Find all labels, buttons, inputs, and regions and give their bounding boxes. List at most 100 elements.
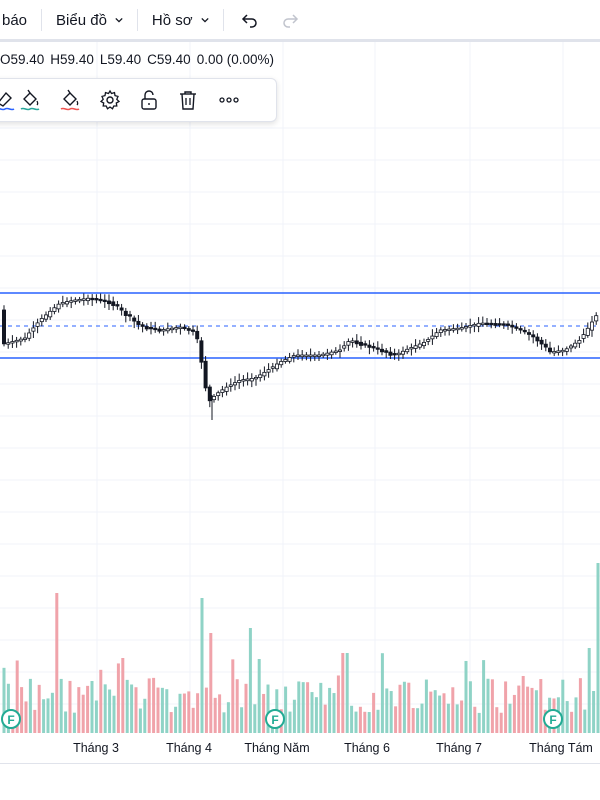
volume-bar: [222, 712, 226, 733]
high-value: H59.40: [50, 52, 94, 67]
candle-body: [463, 326, 468, 329]
candle-body: [48, 310, 53, 318]
volume-bar: [169, 712, 173, 733]
volume-bar: [266, 684, 270, 733]
line-color-button[interactable]: [0, 84, 21, 116]
candle-body: [10, 341, 15, 344]
more-button[interactable]: [213, 84, 245, 116]
volume-bar: [372, 692, 376, 733]
volume-bar: [521, 675, 525, 733]
candle-body: [140, 324, 145, 327]
divider: [136, 9, 138, 31]
x-axis-label: Tháng Năm: [244, 741, 309, 755]
volume-bar: [310, 692, 314, 733]
volume-bar: [77, 687, 81, 733]
candle-body: [329, 351, 334, 356]
trash-icon: [180, 91, 196, 110]
volume-bar: [354, 711, 358, 733]
candle-body: [396, 352, 401, 356]
volume-bar: [297, 681, 301, 733]
volume-bar: [112, 695, 116, 733]
volume-bar: [526, 686, 530, 733]
volume-bar: [512, 694, 516, 733]
volume-bar: [495, 707, 499, 733]
profile-menu-button[interactable]: Hồ sơ: [152, 0, 209, 40]
volume-bar: [130, 684, 134, 733]
candle-body: [115, 304, 120, 307]
candle-body: [531, 334, 536, 338]
volume-bar: [429, 691, 433, 733]
volume-bar: [165, 689, 169, 733]
volume-bar: [433, 690, 437, 733]
volume-bar: [20, 687, 24, 733]
candle-body: [388, 351, 393, 356]
price-chart[interactable]: F F F Tháng 3 Tháng 4 Tháng Năm Tháng 6 Tháng 7…: [0, 42, 600, 762]
candle-body: [199, 340, 204, 363]
volume-bar: [46, 698, 50, 733]
candle-body: [73, 299, 78, 302]
candle-body: [367, 344, 372, 348]
volume-bar: [565, 701, 569, 733]
volume-bar: [473, 706, 477, 733]
candle-body: [548, 347, 553, 353]
fill-color-green-icon: [20, 89, 40, 111]
candle-body: [136, 320, 141, 325]
candle-body: [304, 354, 309, 357]
drawing-floating-toolbar: [0, 78, 277, 122]
candle-body: [556, 350, 561, 353]
ohlc-legend: O59.40 H59.40 L59.40 C59.40 0.00 (0.00%): [0, 52, 280, 67]
candle-body: [35, 322, 40, 327]
delete-button[interactable]: [172, 84, 204, 116]
volume-bar: [86, 685, 90, 733]
redo-button[interactable]: [278, 0, 302, 40]
chart-menu-button[interactable]: Biểu đồ: [56, 0, 123, 40]
candle-body: [400, 350, 405, 355]
undo-icon: [241, 14, 257, 28]
volume-bar: [319, 682, 323, 733]
candle-body: [413, 345, 418, 349]
fill-color-green-button[interactable]: [14, 84, 46, 116]
candle-body: [161, 329, 166, 332]
undo-button[interactable]: [238, 0, 262, 40]
volume-bar: [539, 679, 543, 733]
candle-body: [363, 343, 368, 346]
fill-color-red-button[interactable]: [54, 84, 86, 116]
volume-bar: [578, 678, 582, 733]
volume-bar: [504, 681, 508, 733]
candle-body: [81, 298, 86, 301]
lock-button[interactable]: [133, 84, 165, 116]
x-axis-label: Tháng 6: [344, 741, 390, 755]
volume-bar: [178, 693, 182, 733]
volume-bar: [134, 687, 138, 733]
candle-body: [560, 349, 565, 353]
candle-body: [94, 298, 99, 301]
volume-bar: [420, 703, 424, 733]
volume-bar: [257, 659, 261, 733]
volume-bar: [332, 693, 336, 733]
candle-body: [127, 314, 132, 317]
profile-menu-label: Hồ sơ: [151, 11, 193, 29]
candle-body: [577, 339, 582, 344]
candle-body: [119, 307, 124, 311]
volume-bar: [196, 693, 200, 733]
candle-body: [86, 297, 91, 302]
volume-bar: [187, 691, 191, 733]
volume-bar: [59, 678, 63, 733]
candle-body: [346, 341, 351, 346]
settings-button[interactable]: [94, 84, 126, 116]
volume-bar: [583, 709, 587, 733]
volume-bar: [204, 687, 208, 733]
alert-menu[interactable]: báo: [0, 0, 27, 40]
candle-body: [590, 321, 595, 331]
candle-body: [552, 351, 557, 354]
volume-bar: [323, 704, 327, 733]
candle-body: [321, 353, 326, 357]
candle-body: [90, 297, 95, 301]
volume-bar: [116, 663, 120, 733]
volume-bar: [143, 698, 147, 733]
volume-bar: [94, 700, 98, 733]
volume-bar: [468, 681, 472, 733]
volume-bar: [108, 689, 112, 733]
candle-body: [510, 324, 515, 328]
candle-body: [220, 389, 225, 393]
